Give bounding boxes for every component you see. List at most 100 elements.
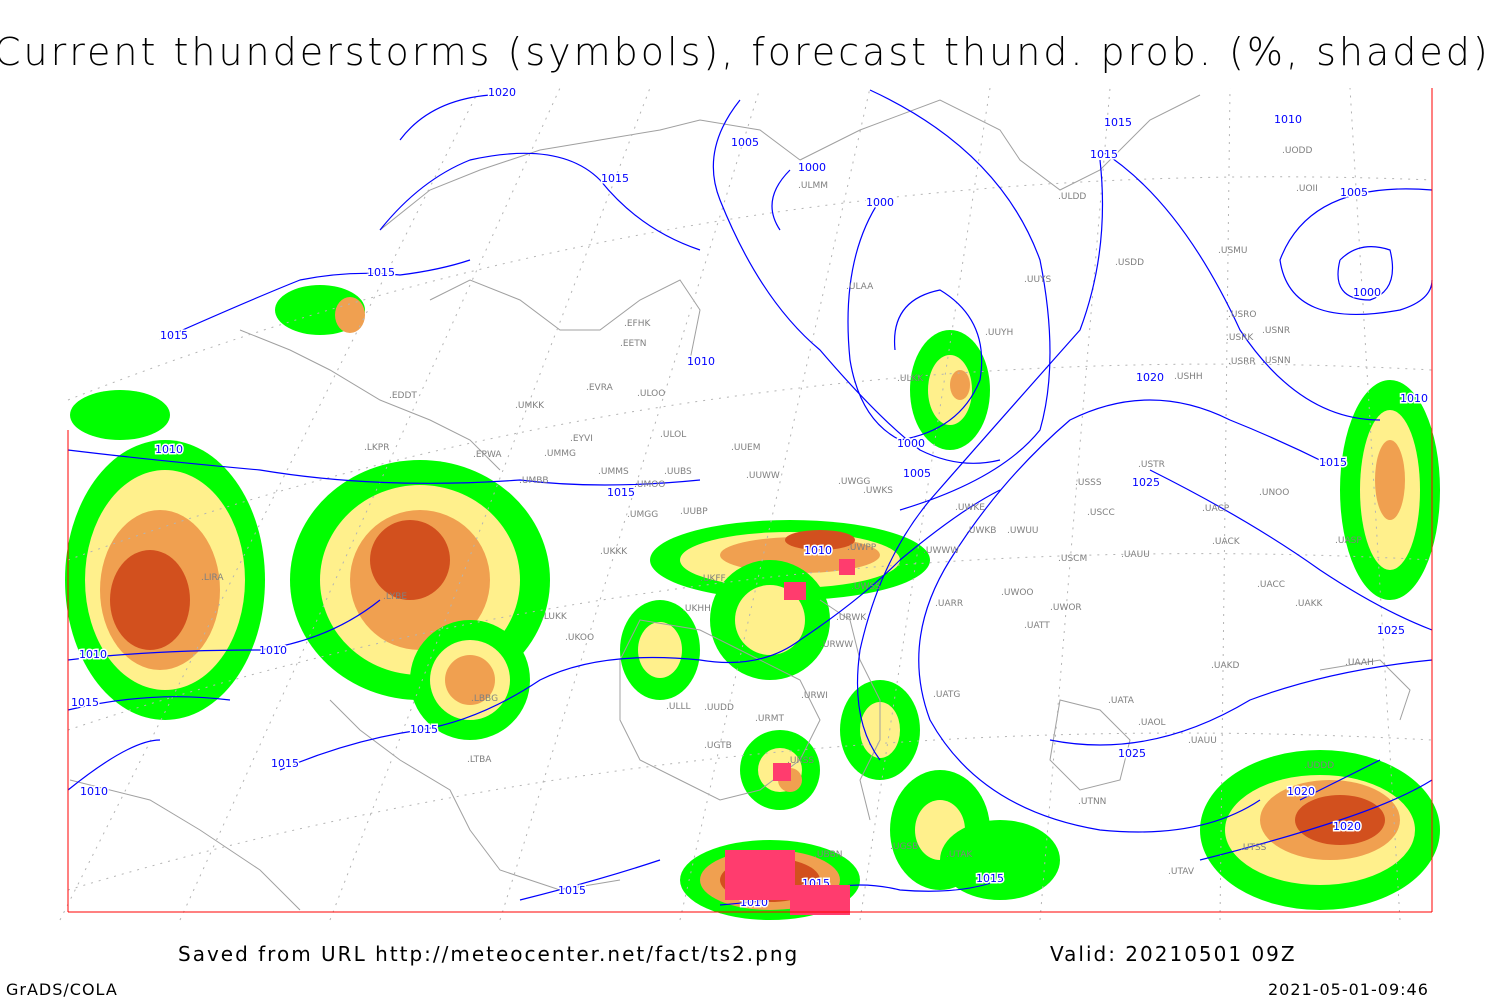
isobar — [67, 449, 701, 486]
probability-area — [940, 820, 1060, 900]
station-label: .ULDD — [1058, 192, 1086, 202]
isobar-label: 1005 — [1340, 186, 1368, 199]
isobar — [869, 89, 1051, 511]
station-label: .UMMS — [598, 467, 629, 477]
isobar-label: 1015 — [367, 266, 395, 279]
station-label: .UGSB — [890, 842, 918, 852]
thunderstorm-symbol — [790, 885, 850, 915]
station-label: .UWWW — [923, 546, 959, 556]
map-title: Current thunderstorms (symbols), forecas… — [0, 30, 1491, 74]
isobar — [856, 159, 1104, 761]
thunderstorm-symbol — [725, 850, 795, 900]
station-label: .UAKD — [1211, 661, 1240, 671]
thunderstorm-symbols — [725, 559, 855, 915]
probability-area — [445, 655, 495, 705]
station-label: .UAAH — [1345, 658, 1374, 668]
station-label: .USRK — [1226, 333, 1254, 343]
station-label: .USRO — [1228, 310, 1257, 320]
station-label: .UAOL — [1138, 718, 1166, 728]
isobar — [67, 696, 231, 711]
isobar — [1279, 188, 1433, 316]
station-label: .UARR — [935, 599, 963, 609]
station-label: .ULOO — [637, 389, 665, 399]
station-label: .USTR — [1138, 460, 1165, 470]
meridian — [59, 87, 481, 921]
valid-time: Valid: 20210501 09Z — [1050, 942, 1297, 966]
station-label: .UUBS — [664, 467, 692, 477]
station-label: .UMGG — [627, 510, 658, 520]
isobar-label: 1015 — [1090, 148, 1118, 161]
probability-area — [1375, 440, 1405, 520]
coastline — [1319, 659, 1411, 721]
probability-area — [785, 530, 855, 550]
coastline — [799, 94, 1201, 191]
render-timestamp: 2021-05-01-09:46 — [1268, 980, 1429, 999]
meridian — [1349, 87, 1401, 921]
isobar — [159, 259, 471, 341]
station-label: .LKPR — [364, 443, 389, 453]
probability-area — [638, 622, 682, 678]
isobar-label: 1015 — [71, 696, 99, 709]
station-label: .UTSS — [1240, 843, 1267, 853]
isobar-label: 1015 — [1319, 456, 1347, 469]
probability-area — [370, 520, 450, 600]
isobar-label: 1020 — [1136, 371, 1164, 384]
coastline — [379, 119, 801, 231]
station-label: .USSS — [1075, 478, 1102, 488]
meridian — [179, 87, 561, 921]
isobar-label: 1025 — [1118, 747, 1146, 760]
station-label: .UWSS — [851, 582, 881, 592]
station-label: .UWKS — [863, 486, 893, 496]
station-label: .URWW — [820, 640, 853, 650]
station-label: .UAUU — [1188, 736, 1217, 746]
station-label: .ULLL — [666, 702, 691, 712]
station-label: .ULOL — [660, 430, 686, 440]
coastline — [329, 699, 621, 891]
station-label: .USDD — [1115, 258, 1144, 268]
station-label: .UACP — [1202, 504, 1230, 514]
isobar-label: 1015 — [607, 486, 635, 499]
isobar-label: 1010 — [155, 443, 183, 456]
meridian — [1219, 87, 1231, 921]
parallel — [67, 363, 1433, 561]
station-label: .LBBG — [471, 694, 498, 704]
station-label: .UWOO — [1001, 588, 1034, 598]
station-label: .ULKK — [897, 374, 924, 384]
station-label: .UTNN — [1078, 797, 1106, 807]
station-label: .UNOO — [1259, 488, 1289, 498]
station-label: .ULAA — [846, 282, 874, 292]
station-label: .LTBA — [467, 755, 492, 765]
coastline — [239, 329, 501, 471]
station-label: .EDDT — [389, 391, 417, 401]
isobar-label: 1010 — [804, 544, 832, 557]
thunderstorm-symbol — [839, 559, 855, 575]
isobar-label: 1015 — [271, 757, 299, 770]
probability-area — [950, 370, 970, 400]
station-label: .UWPP — [847, 543, 877, 553]
isobar-label: 1005 — [731, 136, 759, 149]
station-label: .UAKK — [1295, 599, 1324, 609]
station-label: .UASP — [1335, 536, 1362, 546]
probability-area — [110, 550, 190, 650]
station-label: .UODD — [1282, 146, 1312, 156]
isobar — [1337, 246, 1394, 301]
station-label: .UMKK — [515, 401, 545, 411]
isobar — [279, 489, 1001, 771]
station-label: .UDDD — [1304, 761, 1334, 771]
isobar — [918, 399, 1331, 833]
probability-area — [70, 390, 170, 440]
thunderstorm-probability-shading — [65, 285, 1440, 920]
station-label: .UKOO — [565, 633, 594, 643]
isobar — [1149, 469, 1433, 631]
thunderstorm-symbol — [784, 582, 806, 600]
isobar-label: 1005 — [903, 467, 931, 480]
meridian — [1039, 87, 1111, 921]
station-label: .UWGG — [838, 477, 870, 487]
isobar-label: 1015 — [976, 872, 1004, 885]
isobar-label: 1000 — [897, 437, 925, 450]
station-label: .UUEM — [731, 443, 761, 453]
station-label: .UWKB — [966, 526, 996, 536]
station-label: .LIRA — [201, 573, 224, 583]
isobar — [1049, 659, 1433, 746]
